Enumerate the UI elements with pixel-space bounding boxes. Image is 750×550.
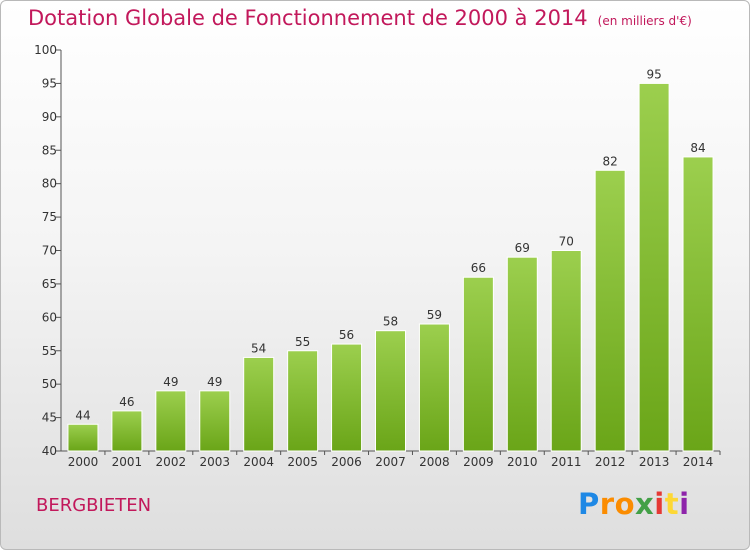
y-tick-label: 60 (42, 310, 57, 324)
x-tick-label: 2002 (156, 455, 187, 469)
x-tick-label: 2014 (683, 455, 714, 469)
title-main: Dotation Globale de Fonctionnement de 20… (28, 6, 588, 30)
commune-name: BERGBIETEN (36, 495, 152, 516)
bar-2003 (199, 390, 231, 452)
y-axis: 40 45 50 55 60 65 70 75 80 85 90 95 100 (34, 43, 62, 458)
value-label-2013: 95 (646, 67, 661, 81)
x-tick-label: 2009 (463, 455, 494, 469)
x-tick-label: 2008 (419, 455, 450, 469)
x-tick-label: 2005 (287, 455, 318, 469)
y-tick-label: 40 (42, 444, 57, 458)
value-label-2008: 59 (427, 308, 442, 322)
bar-2013 (638, 82, 670, 452)
x-tick-label: 2011 (551, 455, 582, 469)
bar-2010 (506, 256, 538, 452)
y-tick-label: 80 (42, 177, 57, 191)
y-tick-label: 85 (42, 143, 57, 157)
value-label-2005: 55 (295, 335, 310, 349)
x-tick-label: 2004 (243, 455, 274, 469)
value-label-2000: 44 (75, 408, 90, 422)
y-tick-label: 75 (42, 210, 57, 224)
bar-2002 (155, 390, 187, 452)
y-tick-label: 70 (42, 244, 57, 258)
logo-letter: P (578, 487, 600, 521)
bar-2006 (331, 343, 363, 452)
x-tick-label: 2000 (68, 455, 99, 469)
y-tick-label: 90 (42, 110, 57, 124)
x-tick-label: 2010 (507, 455, 538, 469)
x-tick-label: 2012 (595, 455, 626, 469)
y-tick-label: 100 (34, 43, 57, 57)
value-label-2010: 69 (515, 241, 530, 255)
bar-2014 (682, 156, 714, 452)
logo-letter: o (614, 487, 636, 521)
bar-2007 (375, 330, 406, 452)
bar-2009 (462, 276, 494, 452)
bar-2000 (67, 423, 99, 452)
logo-letter: i (654, 487, 665, 521)
value-label-2001: 46 (119, 395, 134, 409)
title-unit: (en milliers d'€) (597, 14, 692, 28)
logo-letter: x (635, 487, 655, 521)
value-label-2002: 49 (163, 375, 178, 389)
x-tick-label: 2001 (112, 455, 143, 469)
x-tick-label: 2003 (199, 455, 230, 469)
bar-2005 (287, 350, 319, 452)
value-labels: 44 46 49 49 54 55 56 58 59 66 69 70 82 95 84 (75, 67, 705, 422)
value-label-2012: 82 (603, 154, 618, 168)
value-label-2007: 58 (383, 315, 398, 329)
chart-title: Dotation Globale de Fonctionnement de 20… (28, 6, 692, 30)
bar-2011 (550, 250, 582, 452)
value-label-2009: 66 (471, 261, 486, 275)
value-label-2006: 56 (339, 328, 354, 342)
x-tick-label: 2006 (331, 455, 362, 469)
bar-2008 (418, 323, 450, 452)
y-tick-label: 95 (42, 76, 57, 90)
y-tick-label: 55 (42, 344, 57, 358)
y-tick-label: 45 (42, 411, 57, 425)
value-label-2003: 49 (207, 375, 222, 389)
logo-letter: r (599, 487, 615, 521)
x-tick-label: 2013 (639, 455, 670, 469)
value-label-2014: 84 (690, 141, 705, 155)
x-axis: 2000 2001 2002 2003 2004 2005 2006 2007 2008 2009… (61, 450, 721, 469)
value-label-2004: 54 (251, 341, 266, 355)
bar-2012 (594, 169, 626, 452)
value-label-2011: 70 (559, 235, 574, 249)
y-tick-label: 50 (42, 377, 57, 391)
y-tick-label: 65 (42, 277, 57, 291)
proxiti-logo: Proxiti (578, 487, 690, 521)
bars (67, 82, 714, 452)
x-tick-label: 2007 (375, 455, 406, 469)
bar-2001 (111, 410, 143, 452)
logo-letter: t (664, 487, 680, 521)
logo-letter: i (679, 487, 690, 521)
bar-2004 (243, 356, 275, 452)
